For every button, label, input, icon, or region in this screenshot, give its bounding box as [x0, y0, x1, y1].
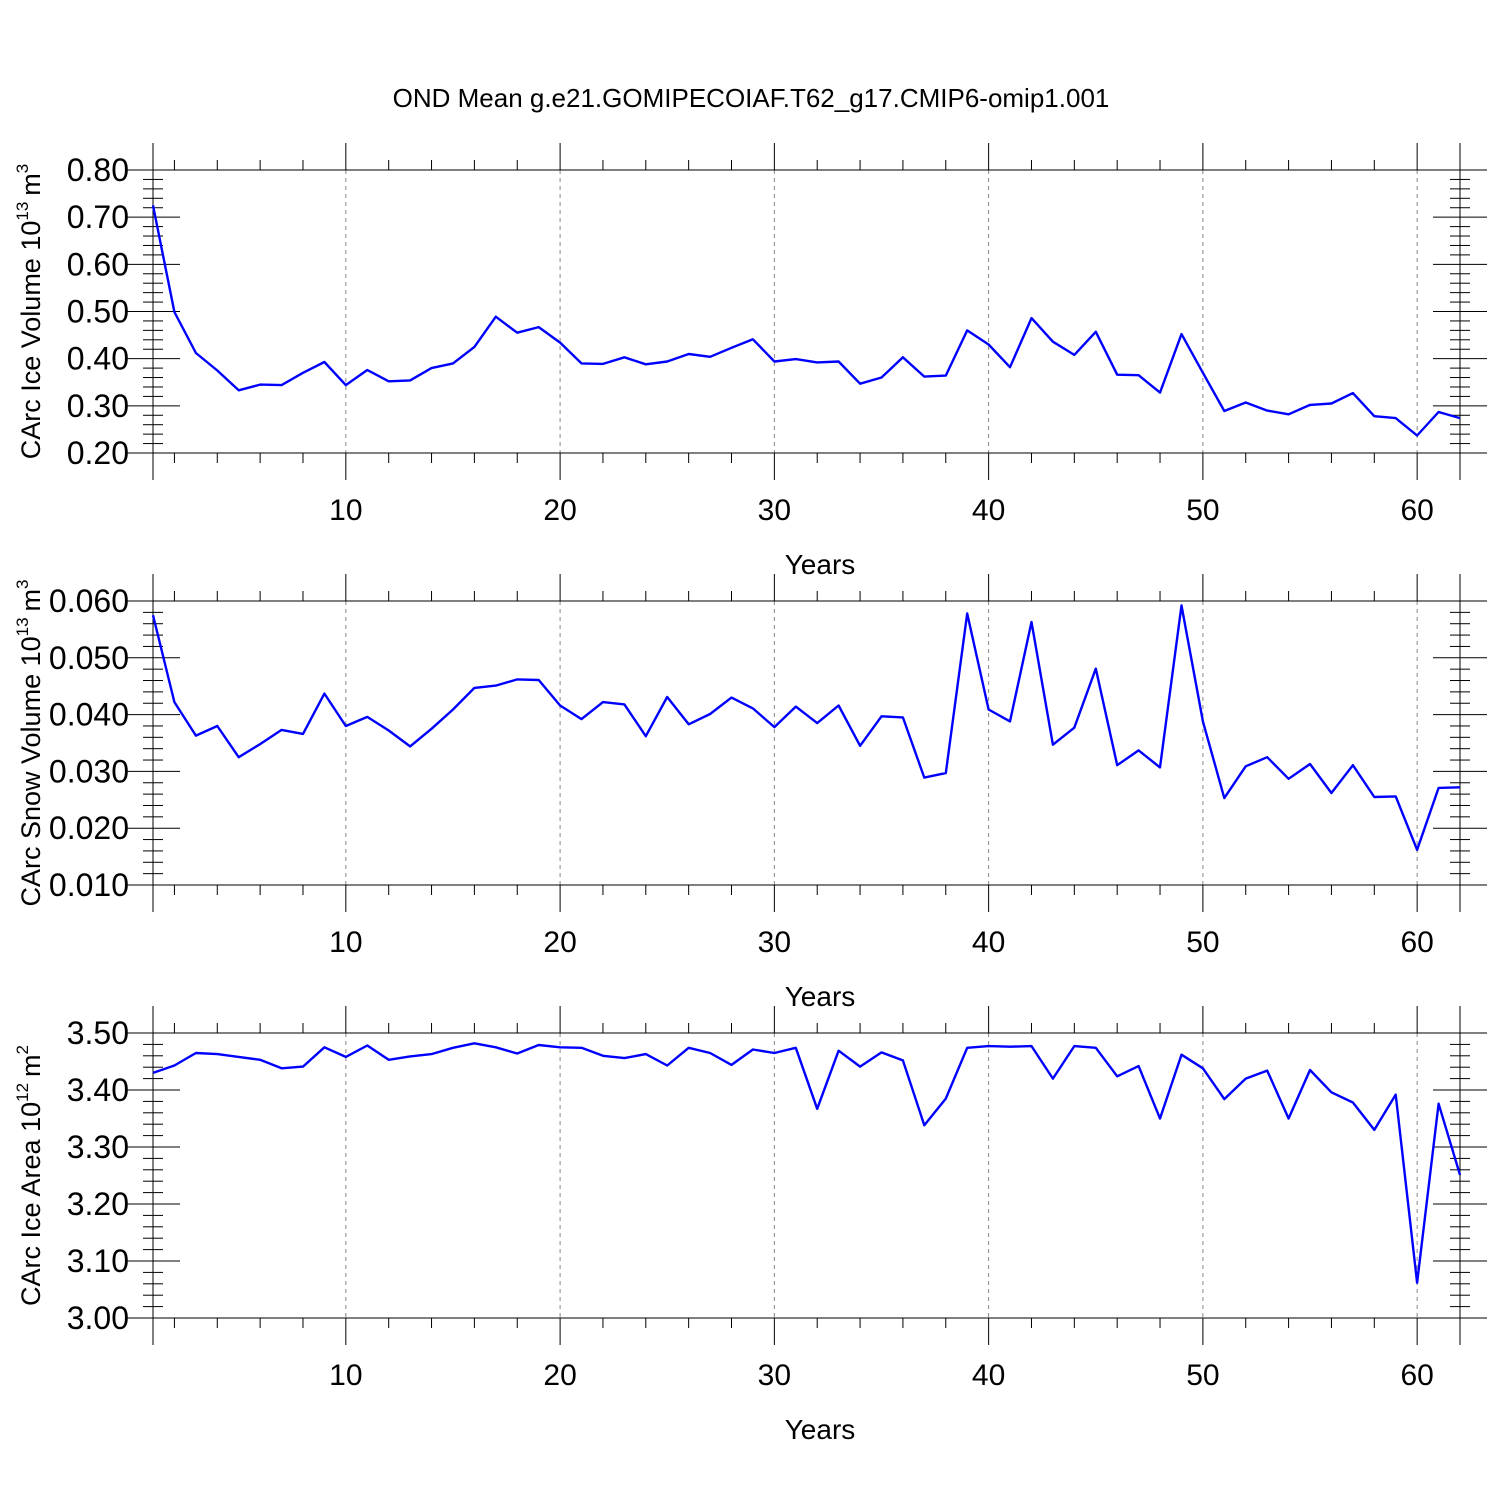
- y-tick-label: 0.40: [67, 341, 129, 377]
- y-axis-label-exp: 13: [13, 202, 32, 221]
- x-tick-label: 50: [1186, 1359, 1219, 1392]
- y-axis-label: CArc Ice Volume 1013 m3: [13, 164, 46, 460]
- x-axis-label: Years: [785, 549, 856, 580]
- data-series-line: [152, 1042, 1462, 1284]
- panel-3: 10 20 30 40 50 60 3.00 3.10 3.20 3.30 3.40 3.50 Year…: [13, 1006, 1487, 1445]
- y-tick-label: 3.30: [67, 1129, 129, 1165]
- x-tick-label: 60: [1400, 1359, 1433, 1392]
- x-tick-label: 40: [972, 1359, 1005, 1392]
- y-axis-label-main: CArc Ice Area 10: [16, 1102, 46, 1306]
- y-tick-label: 0.30: [67, 388, 129, 424]
- x-tick-label: 40: [972, 494, 1005, 527]
- y-axis-label-main: CArc Snow Volume 10: [16, 636, 46, 906]
- x-tick-label: 30: [758, 926, 791, 959]
- x-tick-label: 20: [543, 1359, 576, 1392]
- y-tick-label: 0.010: [49, 867, 129, 903]
- y-tick-label: 0.020: [49, 810, 129, 846]
- x-tick-label: 30: [758, 1359, 791, 1392]
- y-axis-label-unit-exp: 2: [13, 1045, 32, 1054]
- x-tick-label: 30: [758, 494, 791, 527]
- x-tick-label: 50: [1186, 494, 1219, 527]
- x-tick-label: 10: [329, 494, 362, 527]
- x-tick-label: 50: [1186, 926, 1219, 959]
- y-tick-label: 3.50: [67, 1015, 129, 1051]
- y-tick-label: 3.10: [67, 1243, 129, 1279]
- data-series-line: [151, 604, 1461, 851]
- x-tick-label: 60: [1400, 926, 1433, 959]
- panel-1: 10 20 30 40 50 60 0.20 0.30 0.40 0.50 0.60 0.70 0.80…: [13, 143, 1487, 580]
- y-axis-label-unit: m: [16, 589, 46, 612]
- panel-2: 10 20 30 40 50 60 0.010 0.020 0.030 0.040 0.050 0.0…: [13, 574, 1487, 1012]
- x-tick-label: 10: [329, 1359, 362, 1392]
- x-tick-label: 10: [329, 926, 362, 959]
- y-axis-label-exp: 13: [13, 617, 32, 636]
- y-axis-label-unit: m: [16, 173, 46, 196]
- y-tick-label: 0.20: [67, 435, 129, 471]
- y-axis-label-unit-exp: 3: [13, 164, 32, 173]
- y-tick-label: 3.00: [67, 1300, 129, 1336]
- y-axis-label-main: CArc Ice Volume 10: [16, 221, 46, 460]
- y-axis-label-exp: 12: [13, 1083, 32, 1102]
- y-axis-label-unit-exp: 3: [13, 579, 32, 588]
- y-tick-label: 0.60: [67, 246, 129, 282]
- y-axis-label-unit: m: [16, 1054, 46, 1077]
- y-axis-label: CArc Snow Volume 1013 m3: [13, 579, 46, 906]
- x-tick-label: 60: [1400, 494, 1433, 527]
- chart-title: OND Mean g.e21.GOMIPECOIAF.T62_g17.CMIP6…: [393, 83, 1110, 113]
- x-axis-label: Years: [785, 1414, 856, 1445]
- x-tick-label: 20: [543, 926, 576, 959]
- x-tick-label: 20: [543, 494, 576, 527]
- y-tick-label: 0.50: [67, 294, 129, 330]
- y-tick-label: 3.40: [67, 1072, 129, 1108]
- y-tick-label: 0.70: [67, 199, 129, 235]
- y-tick-label: 0.80: [67, 152, 129, 188]
- x-tick-label: 40: [972, 926, 1005, 959]
- y-tick-label: 0.040: [49, 697, 129, 733]
- y-tick-label: 0.050: [49, 640, 129, 676]
- y-axis-label: CArc Ice Area 1012 m2: [13, 1045, 46, 1306]
- y-tick-label: 0.060: [49, 583, 129, 619]
- x-axis-label: Years: [785, 981, 856, 1012]
- y-tick-label: 3.20: [67, 1186, 129, 1222]
- y-tick-label: 0.030: [49, 753, 129, 789]
- data-series-line: [151, 205, 1461, 437]
